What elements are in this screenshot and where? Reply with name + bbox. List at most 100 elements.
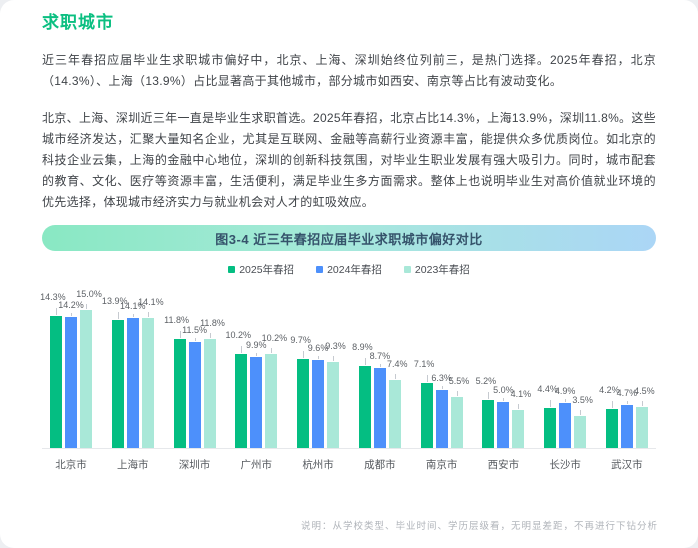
label-leader-line [318,355,320,359]
bar-value-label: 14.1% [138,297,164,308]
bar-value-label: 5.5% [448,376,470,387]
bar-value-label: 4.9% [554,385,576,396]
bar-group-南京市: 7.1% 6.3% 5.5% [414,279,469,448]
x-axis-label-西安市: 西安市 [487,459,520,471]
legend-swatch-icon [316,265,324,273]
x-axis-labels: 北京市 上海市 深圳市 广州市 杭州市 成都市 南京市 西安市 长沙市 武汉市 [42,449,656,472]
label-leader-line [611,401,613,409]
footnote-text: 说明：从学校类型、毕业时间、学历层级看，无明显差距，不再进行下钻分析 [300,521,658,532]
label-leader-line [503,398,505,401]
bar-group-长沙市: 4.4% 4.9% 3.5% [537,279,593,448]
bar-column: 5.2% [476,279,496,448]
legend-item-0: 2025年春招 [228,262,294,277]
bar-value-label: 5.2% [475,376,497,387]
bar-2024年春招-成都市 [373,368,386,448]
x-axis-label-北京市: 北京市 [55,459,87,471]
label-leader-line [147,312,149,318]
bar-group-北京市: 14.3% 14.2% 15.0% [40,279,102,448]
bar-column: 5.0% [493,279,514,448]
label-leader-line [56,308,57,316]
bar-2025年春招-杭州市 [297,358,310,448]
bar-2024年春招-上海市 [126,318,139,448]
label-leader-line [550,399,552,407]
x-axis-label-广州市: 广州市 [240,459,273,471]
bar-column: 11.8% [164,279,189,448]
bar-2023年春招-长沙市 [574,415,587,448]
bar-column: 9.6% [308,279,328,448]
bar-group-深圳市: 11.8% 11.5% 11.8% [164,279,225,448]
bar-value-label: 4.5% [634,385,655,396]
bar-chart: 14.3% 14.2% 15.0% 13.9% 14.1% 14.1% 11.8% 11.5%… [40,279,656,449]
bar-2023年春招-上海市 [141,318,154,448]
bar-column: 10.2% [262,279,287,448]
label-leader-line [194,338,196,342]
bar-value-label: 9.6% [307,342,329,353]
chart-legend: 2025年春招 2024年春招 2023年春招 [42,262,656,277]
bar-group-西安市: 5.2% 5.0% 4.1% [476,279,531,448]
bar-2024年春招-西安市 [497,402,510,448]
label-leader-line [179,331,181,339]
bar-column: 14.1% [138,279,164,448]
label-leader-line [71,313,72,317]
bar-column: 4.9% [555,279,575,448]
bar-value-label: 14.2% [58,300,84,311]
bar-2025年春招-深圳市 [173,339,186,448]
bar-2023年春招-广州市 [265,354,278,448]
bar-value-label: 5.0% [493,385,514,395]
figure-title-banner: 图3-4 近三年春招应届毕业求职城市偏好对比 [42,225,656,251]
label-leader-line [580,409,582,415]
x-axis-label-杭州市: 杭州市 [302,459,334,471]
bar-2025年春招-武汉市 [605,409,618,448]
bar-value-label: 6.3% [431,373,452,383]
bar-column: 5.5% [449,279,469,448]
bar-2024年春招-杭州市 [312,359,325,448]
bar-column: 9.9% [246,279,267,448]
label-leader-line [303,350,305,358]
bar-column: 14.2% [58,279,84,448]
bar-value-label: 8.7% [369,351,391,361]
bar-column: 4.5% [634,279,655,448]
label-leader-line [271,348,273,354]
label-leader-line [117,312,119,320]
bar-column: 14.3% [40,279,66,448]
bar-column: 3.5% [572,279,593,448]
bar-value-label: 7.4% [387,358,408,369]
label-leader-line [518,404,520,410]
bar-group-广州市: 10.2% 9.9% 10.2% [225,279,287,448]
label-leader-line [256,352,258,356]
figure-title: 图3-4 近三年春招应届毕业求职城市偏好对比 [215,231,483,247]
bar-2023年春招-武汉市 [635,406,648,448]
bar-value-label: 8.9% [352,342,373,353]
legend-item-2: 2023年春招 [403,262,470,277]
legend-swatch-icon [403,265,411,273]
label-leader-line [565,398,567,402]
bar-column: 8.7% [370,279,390,448]
bar-2023年春招-成都市 [388,379,401,448]
legend-swatch-icon [228,265,236,273]
bar-2025年春招-广州市 [235,354,248,448]
bar-value-label: 9.7% [290,334,311,345]
intro-paragraph: 近三年春招应届毕业生求职城市偏好中，北京、上海、深圳始终位列前三，是热门选择。2… [42,53,656,88]
bar-value-label: 4.7% [616,387,638,398]
bar-column: 4.2% [599,279,620,448]
legend-label: 2024年春招 [327,263,382,276]
bar-2023年春招-北京市 [80,310,92,448]
bar-value-label: 7.1% [413,358,435,369]
bar-column: 15.0% [76,279,102,448]
label-leader-line [241,346,243,354]
bar-value-label: 11.5% [182,325,207,336]
bar-value-label: 9.3% [325,341,346,352]
label-leader-line [488,392,490,400]
x-axis-label-成都市: 成都市 [364,459,396,471]
bar-2024年春招-深圳市 [188,342,201,448]
x-axis-label-南京市: 南京市 [425,459,458,471]
bar-column: 11.5% [182,279,207,448]
bar-value-label: 14.1% [120,301,146,312]
bar-value-label: 3.5% [572,394,593,405]
label-leader-line [641,400,643,406]
bar-column: 9.7% [290,279,311,448]
bar-column: 6.3% [431,279,452,448]
label-leader-line [379,364,381,367]
bar-value-label: 4.1% [510,389,532,400]
